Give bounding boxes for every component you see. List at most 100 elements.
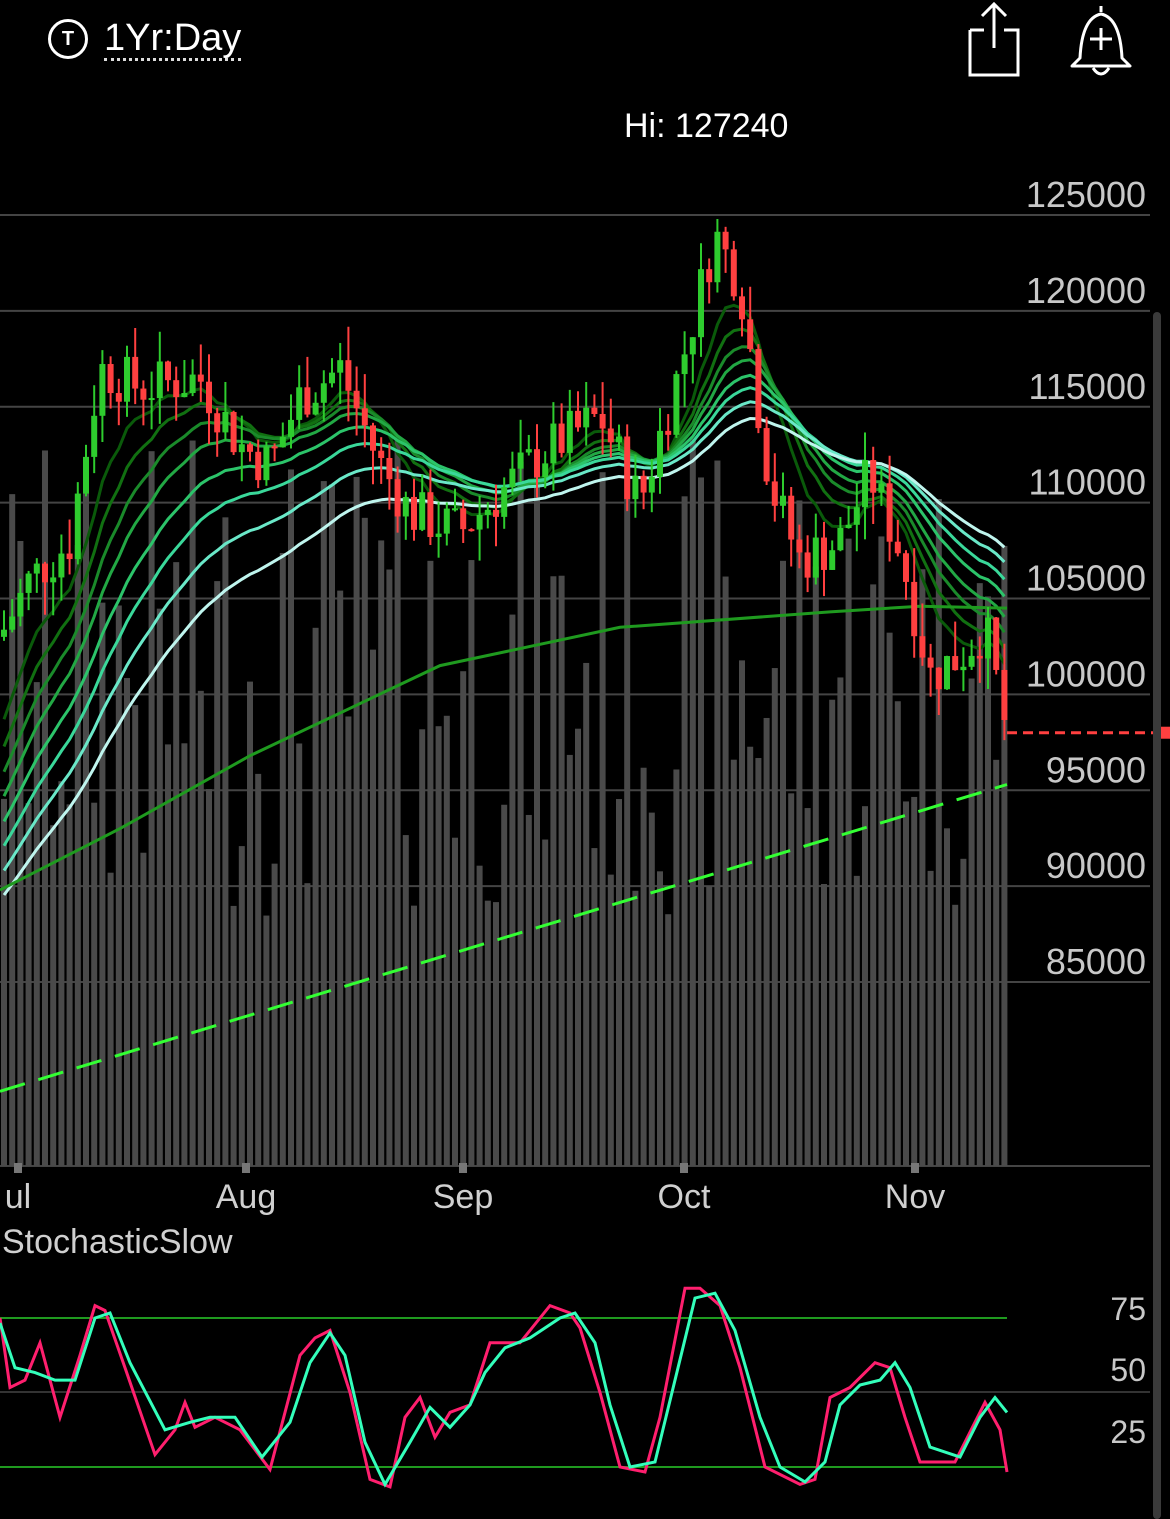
- volume-bar: [304, 883, 311, 1166]
- x-tick-label: ul: [5, 1178, 31, 1216]
- candle-body: [648, 476, 655, 493]
- volume-bar: [25, 803, 32, 1166]
- y-tick-label: 120000: [1026, 270, 1146, 311]
- candlesticks: [1, 218, 1008, 741]
- candle-body: [821, 537, 827, 570]
- volume-bar: [640, 767, 647, 1166]
- candle-body: [206, 381, 212, 414]
- candle-body: [140, 388, 147, 400]
- x-tick-mark: [242, 1163, 250, 1173]
- stochastic-panel: 75 50 25: [0, 1286, 1150, 1489]
- volume-bar: [230, 905, 237, 1166]
- volume-bar: [468, 560, 475, 1166]
- x-tick-mark: [14, 1163, 22, 1173]
- volume-bars: [1, 438, 1008, 1167]
- candle-body: [99, 364, 106, 416]
- candle-body: [935, 667, 942, 690]
- add-alert-button[interactable]: [1066, 0, 1136, 80]
- candle-body: [427, 492, 434, 538]
- candle-body: [9, 616, 16, 630]
- candle-body: [501, 487, 508, 517]
- volume-bar: [353, 476, 360, 1166]
- candle-body: [337, 360, 344, 373]
- candle-body: [378, 450, 385, 459]
- volume-bar: [370, 649, 376, 1166]
- volume-bar: [558, 575, 565, 1166]
- candle-body: [132, 356, 139, 389]
- share-button[interactable]: [960, 0, 1024, 80]
- volume-bar: [214, 581, 221, 1166]
- volume-bar: [755, 758, 762, 1166]
- candle-body: [419, 492, 426, 530]
- candle-body: [550, 423, 557, 464]
- y-tick-label: 85000: [1046, 941, 1146, 982]
- candle-body: [870, 460, 877, 493]
- candle-body: [722, 231, 729, 250]
- volume-bar: [534, 452, 540, 1167]
- high-label: Hi: 127240: [624, 107, 788, 145]
- volume-bar: [402, 835, 409, 1166]
- candle-body: [894, 541, 901, 554]
- candle-body: [74, 493, 81, 560]
- volume-bar: [821, 883, 827, 1166]
- volume-bar: [378, 540, 385, 1166]
- volume-bar: [124, 678, 130, 1166]
- candle-body: [534, 449, 540, 478]
- candle-body: [788, 495, 795, 540]
- sma-line: [0, 604, 1008, 892]
- candle-body: [181, 393, 188, 398]
- candle-body: [927, 657, 934, 668]
- volume-bar: [935, 498, 942, 1166]
- candle-body: [394, 479, 401, 517]
- volume-bar: [952, 904, 959, 1166]
- candle-body: [993, 617, 1000, 670]
- volume-bar: [599, 472, 606, 1166]
- candle-body: [804, 552, 811, 578]
- volume-bar: [837, 677, 844, 1166]
- candle-body: [517, 452, 524, 469]
- volume-bar: [460, 671, 467, 1166]
- volume-bar: [632, 890, 639, 1166]
- volume-bar: [886, 632, 893, 1166]
- candle-body: [845, 524, 852, 529]
- scrollbar[interactable]: [1153, 312, 1161, 1519]
- timeframe-selector[interactable]: T 1Yr:Day: [48, 14, 242, 64]
- volume-bar: [411, 905, 417, 1166]
- candle-body: [148, 398, 155, 401]
- volume-bar: [484, 900, 491, 1166]
- volume-bar: [197, 690, 204, 1166]
- volume-bar: [976, 583, 983, 1166]
- candle-body: [238, 444, 245, 453]
- candle-body: [165, 361, 171, 381]
- candle-body: [878, 483, 885, 493]
- y-tick-label: 95000: [1046, 749, 1146, 790]
- volume-bar: [788, 793, 795, 1166]
- x-tick-label: Aug: [216, 1178, 277, 1216]
- volume-bar: [689, 438, 696, 1167]
- y-tick-label: 90000: [1046, 845, 1146, 886]
- volume-bar: [853, 875, 860, 1166]
- y-tick-label: 125000: [1026, 174, 1146, 215]
- candle-body: [1001, 669, 1008, 720]
- candle-body: [476, 514, 483, 530]
- stoch-tick-label: 25: [1110, 1414, 1146, 1450]
- candle-body: [632, 475, 639, 500]
- volume-bar: [862, 806, 868, 1166]
- candle-body: [443, 508, 450, 534]
- volume-bar: [525, 814, 532, 1166]
- volume-bar: [771, 668, 778, 1166]
- volume-bar: [165, 744, 171, 1166]
- candle-body: [58, 553, 65, 578]
- volume-bar: [780, 560, 786, 1166]
- candle-body: [616, 436, 622, 443]
- candle-body: [968, 655, 975, 667]
- volume-bar: [648, 812, 655, 1166]
- volume-bar: [509, 614, 516, 1166]
- candle-body: [83, 456, 89, 494]
- volume-bar: [747, 746, 754, 1166]
- candle-body: [640, 475, 647, 493]
- volume-bar: [960, 858, 967, 1166]
- volume-bar: [739, 660, 745, 1166]
- volume-bar: [476, 865, 483, 1166]
